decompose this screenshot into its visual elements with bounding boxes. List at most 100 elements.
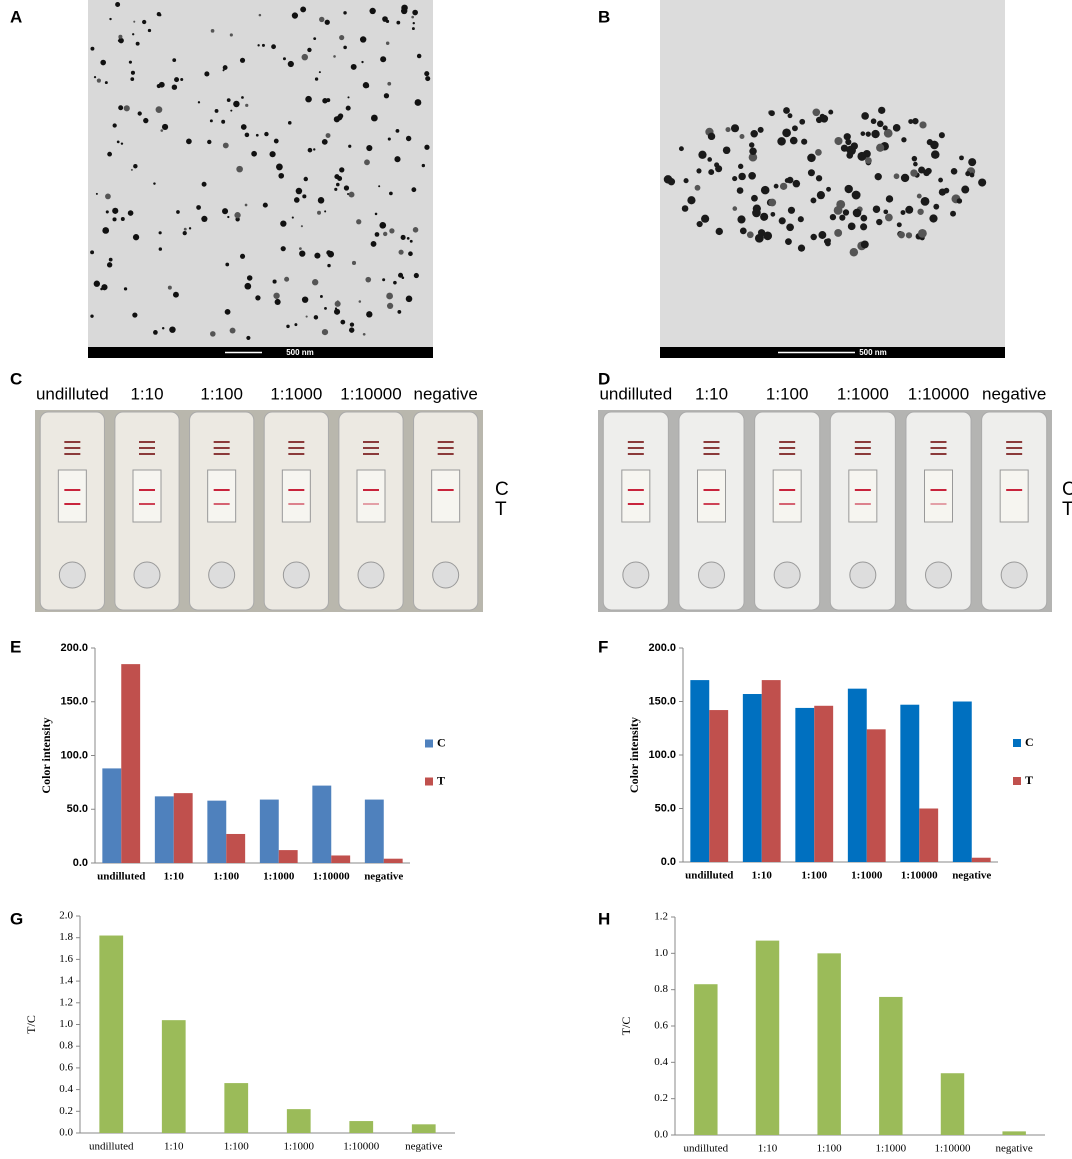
y-tick-label: 1.0 [59,1018,73,1030]
particle [273,292,280,299]
particle [188,227,192,230]
bar [99,935,124,1133]
particle [863,114,869,120]
particle [343,11,347,15]
particle [326,250,332,256]
particle [214,108,219,113]
y-tick-label: 0.0 [59,1127,73,1139]
bar [207,800,227,863]
particle [900,173,910,183]
particle [789,136,798,145]
particle [694,184,701,191]
particle [893,173,900,180]
particle [843,133,851,141]
particle [815,149,822,156]
particle [736,187,744,194]
y-tick-label: 0.0 [654,1129,668,1141]
particle [768,110,775,117]
strip-label: 1:10000 [340,384,401,403]
bar [694,984,718,1135]
particle [797,216,804,223]
particle [102,227,110,234]
particle [412,227,419,233]
strip-label: 1:10 [695,384,728,403]
particle [865,157,872,164]
particle [799,118,806,125]
particle [708,169,715,176]
particle [892,124,901,132]
particle [683,178,689,184]
x-tick-label: 1:10000 [934,1143,971,1154]
particle [155,106,163,114]
particle [918,166,926,174]
bar [154,796,174,863]
particle [786,223,794,232]
particle [336,182,340,187]
strip-label: undilluted [599,384,672,403]
particle [950,167,958,175]
particle [251,150,257,157]
particle [229,327,236,334]
particle [696,220,703,228]
particle [876,218,883,226]
x-tick-label: 1:10 [752,870,773,882]
particle [295,187,303,195]
particle [374,232,380,237]
particle [207,139,212,145]
x-tick-label: 1:100 [817,1143,843,1154]
particle [278,172,285,179]
particle [777,137,786,146]
x-tick-label: undilluted [97,871,145,883]
y-tick-label: 0.0 [661,856,676,868]
particle [398,249,404,255]
particle [317,197,325,204]
strip-window [132,469,162,523]
particle [681,205,689,212]
particle [287,121,292,125]
particle [797,244,806,252]
y-tick-label: 1.8 [59,931,73,943]
particle [291,216,294,219]
particle [707,132,716,141]
panel-label: C [10,369,22,388]
particle [920,196,930,206]
particle [910,169,918,177]
particle [120,217,125,221]
particle [246,275,253,281]
strip-label: 1:100 [200,384,243,403]
particle [96,78,101,83]
particle [319,16,325,23]
particle [412,21,415,25]
particle [130,168,133,171]
particle [340,319,346,325]
panel-label: G [10,909,23,928]
particle [222,142,229,149]
particle [324,306,327,310]
particle [386,292,393,300]
particle [271,44,276,50]
particle [839,214,846,221]
x-tick-label: 1:10000 [313,871,350,883]
strip-label: 1:100 [766,384,809,403]
x-tick-label: 1:1000 [876,1143,907,1154]
bar [755,940,780,1135]
particle [356,219,362,225]
particle [405,135,412,142]
particle [210,331,216,337]
particle [172,291,179,298]
particle [424,144,430,150]
particle [860,223,868,231]
sample-well [208,561,236,589]
particle [201,215,208,223]
particle [305,315,308,318]
bar [940,1073,965,1135]
particle [395,128,400,133]
particle [969,172,975,178]
y-tick-label: 0.4 [654,1056,668,1068]
particle [362,332,366,336]
particle [770,211,776,217]
particle [425,76,431,82]
particle [416,53,422,59]
particle [374,212,378,216]
particle [739,133,745,139]
